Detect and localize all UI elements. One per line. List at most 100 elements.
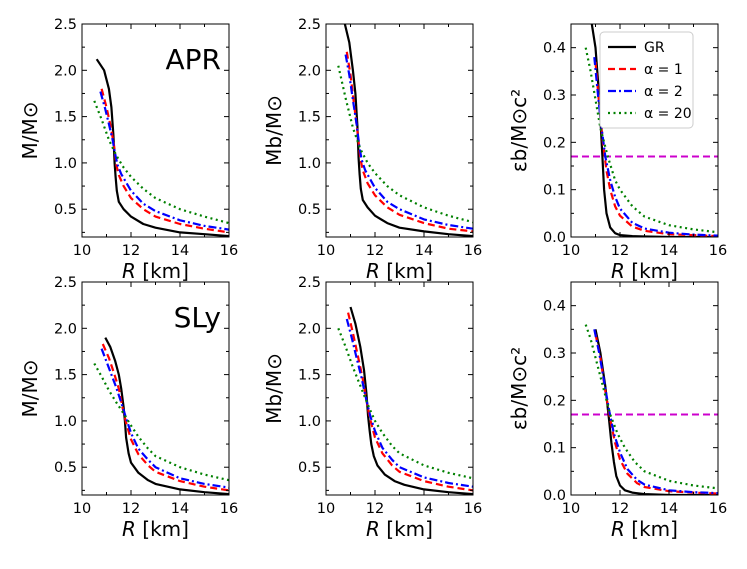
series-line-a2 [344,54,473,230]
x-tick-label: 14 [171,501,189,517]
panel-p21: 10 12 14 16 0.5 1.0 1.5 2.0 2.5 R [km] M/M⊙ SLy [18,275,238,541]
x-tick-label: 10 [317,243,335,259]
y-tick-label: 1.5 [54,368,77,384]
y-tick-label: 2.5 [54,275,77,291]
legend-label-a1: α = 1 [644,62,683,78]
x-tick-label: 12 [366,501,384,517]
legend-label-a20: α = 20 [644,106,692,122]
y-tick-label: 0.5 [54,202,77,218]
x-tick-label: 12 [122,243,140,259]
x-tick-label: 16 [709,243,727,259]
series-line-GR [349,306,473,495]
series-line-a20 [93,362,229,482]
series-line-a1 [100,88,229,234]
y-tick-label: 2.5 [298,17,321,33]
x-tick-label: 16 [709,501,727,517]
series-line-a2 [593,329,718,495]
x-tick-label: 14 [660,501,678,517]
y-tick-label: 0.3 [543,346,566,362]
y-tick-label: 0.5 [54,460,77,476]
y-tick-label: 2.0 [54,63,77,79]
x-axis-label: R [km] [122,259,189,283]
y-tick-label: 0.2 [543,393,566,409]
y-tick-label: 0.1 [543,183,566,199]
y-axis-label: M/M⊙ [18,101,42,159]
x-tick-label: 10 [562,243,580,259]
panels: 10 12 14 16 0.5 1.0 1.5 2.0 2.5 R [km] M/M⊙ APR 10 12… [18,17,727,541]
y-tick-label: 0.4 [543,299,566,315]
series-line-a2 [100,348,229,489]
y-tick-label: 1.0 [54,156,77,172]
x-axis-label: R [km] [366,259,433,283]
y-tick-label: 0.2 [543,135,566,151]
x-axis-label: R [km] [366,517,433,541]
series-line-GR [343,24,473,237]
x-tick-label: 16 [220,243,238,259]
y-tick-label: 2.0 [298,63,321,79]
series-line-a1 [347,312,473,492]
y-axis-label: Mb/M⊙ [262,95,286,166]
y-tick-label: 0.0 [543,488,566,504]
series-line-a20 [584,324,718,490]
x-axis-label: R [km] [611,259,678,283]
y-tick-label: 0.0 [543,230,566,246]
eos-label: APR [166,43,222,76]
series-line-a1 [594,333,718,495]
y-tick-label: 0.3 [543,88,566,104]
x-tick-label: 12 [366,243,384,259]
x-tick-label: 14 [415,243,433,259]
series-line-a20 [337,327,473,480]
x-tick-label: 10 [73,501,91,517]
y-axis-label: εb/M⊙c² [507,347,531,430]
y-axis-label: M/M⊙ [18,359,42,417]
legend: GR α = 1 α = 2 α = 20 [599,31,694,129]
x-tick-label: 10 [562,501,580,517]
y-tick-label: 1.5 [298,110,321,126]
y-tick-label: 1.5 [298,368,321,384]
series-line-GR [95,58,229,237]
series-line-a1 [594,61,718,237]
panel-p22: 10 12 14 16 0.5 1.0 1.5 2.0 2.5 R [km] Mb/M⊙ [262,275,482,541]
y-tick-label: 2.0 [54,321,77,337]
x-tick-label: 16 [464,243,482,259]
series-line-GR [104,337,229,495]
series-line-a2 [345,318,473,488]
y-tick-label: 1.5 [54,110,77,126]
legend-label-GR: GR [644,40,665,56]
series-line-a1 [101,343,229,492]
x-tick-label: 14 [171,243,189,259]
panel-p23: 10 12 14 16 0.0 0.1 0.2 0.3 0.4 R [km] εb/M⊙c² [507,281,727,541]
x-tick-label: 16 [220,501,238,517]
series-line-a2 [99,91,229,231]
x-axis-label: R [km] [611,517,678,541]
y-tick-label: 1.0 [54,414,77,430]
y-tick-label: 2.0 [298,321,321,337]
legend-box [599,31,694,129]
x-tick-label: 16 [464,501,482,517]
y-tick-label: 0.1 [543,441,566,457]
legend-label-a2: α = 2 [644,84,683,100]
y-tick-label: 0.5 [298,460,321,476]
panel-p13: 10 12 14 16 0.0 0.1 0.2 0.3 0.4 R [km] εb/M⊙c² [507,23,727,283]
y-tick-label: 0.5 [298,202,321,218]
x-tick-label: 10 [317,501,335,517]
y-tick-label: 0.4 [543,41,566,57]
y-axis-label: εb/M⊙c² [507,89,531,172]
series-line-a20 [93,100,229,225]
x-tick-label: 12 [611,501,629,517]
x-tick-label: 14 [415,501,433,517]
x-axis-label: R [km] [122,517,189,541]
panel-p12: 10 12 14 16 0.5 1.0 1.5 2.0 2.5 R [km] Mb/M⊙ [262,17,482,283]
series-line-a1 [345,51,473,233]
y-axis-label: Mb/M⊙ [262,353,286,424]
x-tick-label: 12 [611,243,629,259]
y-tick-label: 1.0 [298,156,321,172]
y-tick-label: 2.5 [298,275,321,291]
y-tick-label: 1.0 [298,414,321,430]
y-tick-label: 2.5 [54,17,77,33]
panel-p11: 10 12 14 16 0.5 1.0 1.5 2.0 2.5 R [km] M/M⊙ APR [18,17,238,283]
x-tick-label: 12 [122,501,140,517]
eos-label: SLy [174,301,221,334]
x-tick-label: 10 [73,243,91,259]
